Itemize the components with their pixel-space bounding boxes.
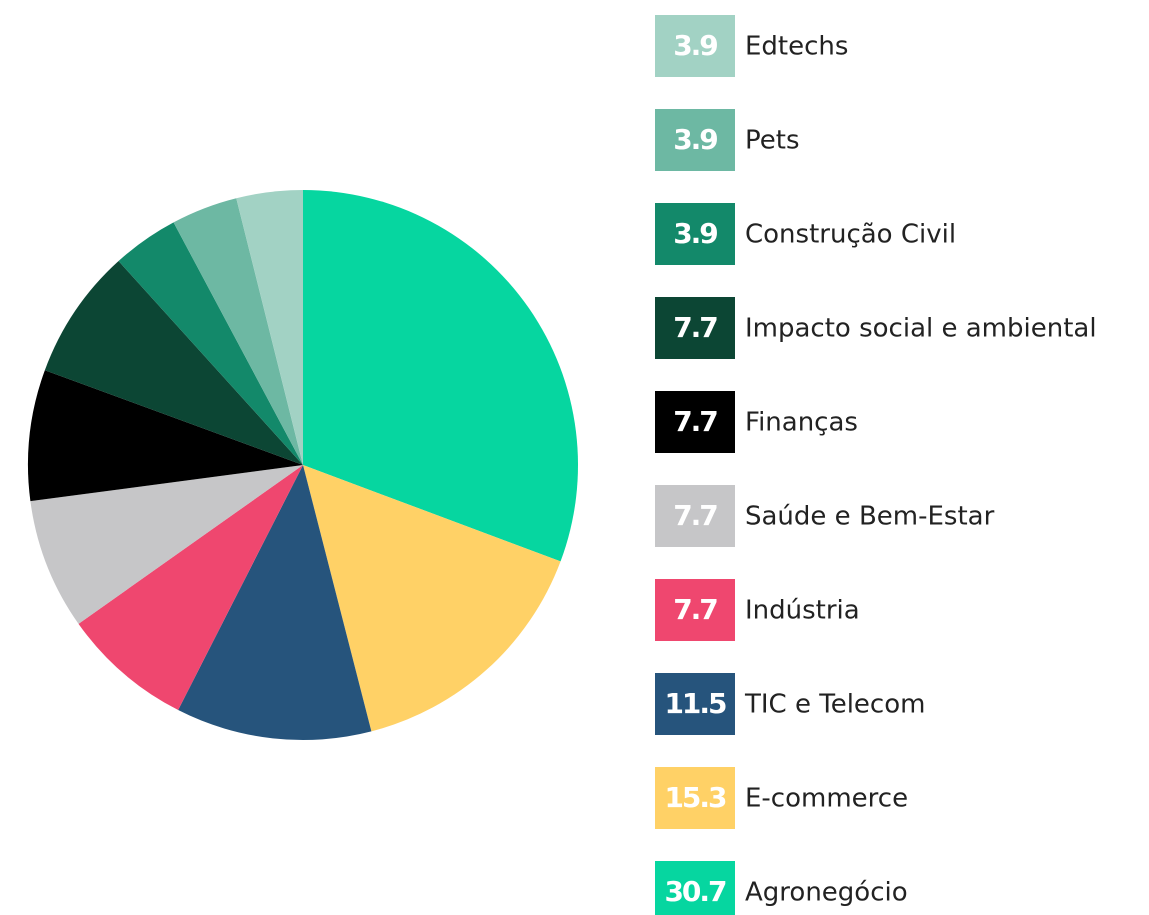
legend-label: Finanças: [745, 408, 858, 438]
legend-value: 15.3: [664, 781, 726, 814]
pie-slice: [78, 465, 303, 711]
legend-label: E-commerce: [745, 784, 908, 814]
legend-swatch: [655, 15, 735, 77]
legend-label: Edtechs: [745, 32, 848, 62]
legend-label: Saúde e Bem-Estar: [745, 502, 995, 532]
legend-value: 7.7: [673, 405, 717, 438]
pie-slice: [118, 222, 304, 465]
legend-swatch: [655, 109, 735, 171]
legend-swatch: [655, 485, 735, 547]
legend-label: Construção Civil: [745, 220, 956, 250]
legend-value: 7.7: [673, 311, 717, 344]
legend-swatch: [655, 673, 735, 735]
legend-swatch: [655, 391, 735, 453]
legend-value: 11.5: [664, 687, 726, 720]
pie-slice: [303, 465, 561, 732]
legend-value: 3.9: [673, 29, 717, 62]
legend-swatch: [655, 767, 735, 829]
legend-value: 3.9: [673, 217, 717, 250]
pie-slice: [173, 198, 303, 465]
pie-slice: [28, 370, 303, 502]
legend-label: Impacto social e ambiental: [745, 314, 1097, 344]
legend-label: Indústria: [745, 596, 860, 626]
pie-slice: [30, 465, 303, 624]
legend-label: Agronegócio: [745, 878, 908, 908]
legend-swatch: [655, 579, 735, 641]
legend-value: 7.7: [673, 593, 717, 626]
pie-slice: [44, 261, 303, 465]
pie-slice: [303, 190, 578, 562]
legend-label: Pets: [745, 126, 800, 156]
legend-label: TIC e Telecom: [744, 690, 925, 720]
legend-value: 7.7: [673, 499, 717, 532]
legend-value: 30.7: [664, 875, 726, 908]
legend-value: 3.9: [673, 123, 717, 156]
pie-slice: [178, 465, 372, 740]
pie-slice: [236, 190, 303, 465]
legend-swatch: [655, 203, 735, 265]
legend-swatch: [655, 297, 735, 359]
legend-swatch: [655, 861, 735, 915]
